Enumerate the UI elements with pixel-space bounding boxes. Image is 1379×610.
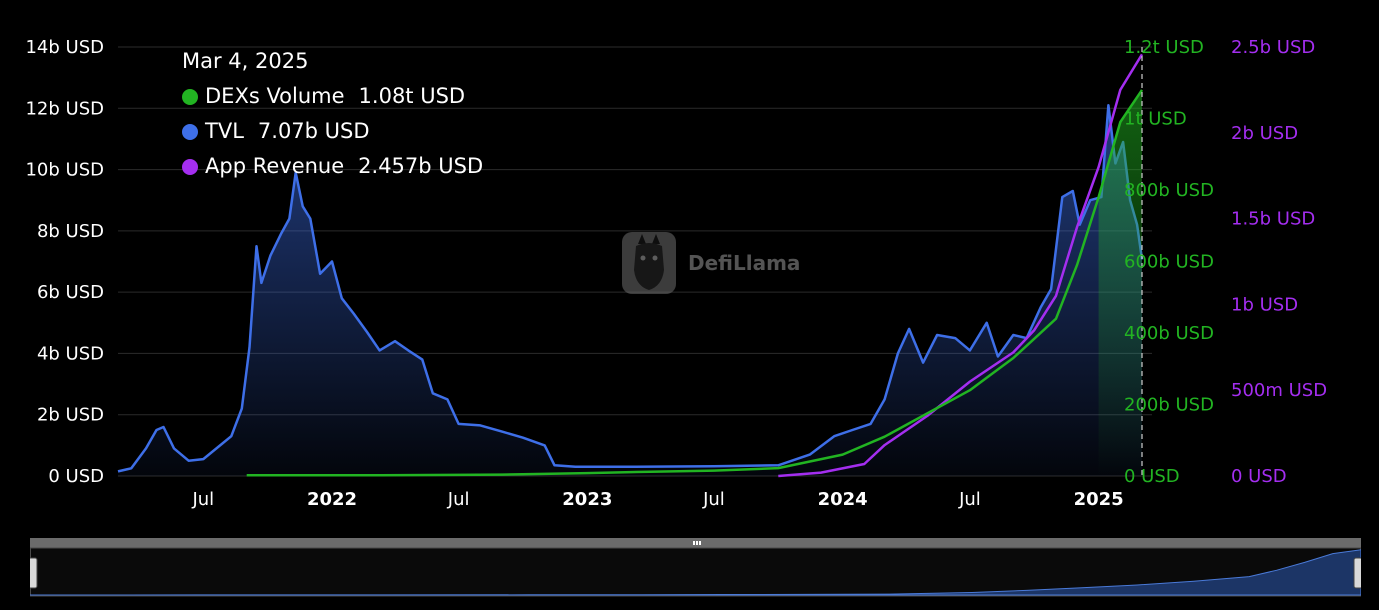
series-layer: [117, 53, 1144, 478]
tvl-tick-label: 0 USD: [48, 466, 104, 487]
revenue-tick-label: 0 USD: [1231, 466, 1287, 487]
revenue-tick-label: 500m USD: [1231, 380, 1327, 401]
revenue-tick-label: 2b USD: [1231, 123, 1298, 144]
tvl-tick-label: 8b USD: [37, 221, 104, 242]
x-tick-label: Jul: [447, 489, 470, 510]
tooltip: Mar 4, 2025 DEXs Volume 1.08t USD TVL 7.…: [182, 44, 483, 184]
tvl-line: [117, 103, 1144, 473]
llama-logo-icon: [622, 232, 676, 294]
x-tick-label: 2022: [307, 489, 357, 510]
tvl-tick-label: 14b USD: [25, 37, 104, 58]
tvl-tick-label: 10b USD: [25, 160, 104, 181]
tvl-tick-label: 6b USD: [37, 282, 104, 303]
brush-overview-area: [30, 549, 1361, 596]
dex-tick-label: 800b USD: [1124, 180, 1214, 201]
tooltip-date: Mar 4, 2025: [182, 49, 309, 73]
tooltip-row-tvl: TVL 7.07b USD: [182, 114, 483, 149]
x-tick-label: 2025: [1074, 489, 1124, 510]
revenue-tick-label: 1.5b USD: [1231, 209, 1315, 230]
tvl-tick-label: 4b USD: [37, 343, 104, 364]
revenue-legend-dot: [182, 158, 198, 175]
tvl-tick-label: 12b USD: [25, 98, 104, 119]
x-tick-label: 2024: [818, 489, 868, 510]
tvl-legend-dot: [182, 123, 198, 140]
tooltip-label-tvl: TVL: [205, 119, 244, 143]
watermark: DefiLlama: [620, 230, 800, 296]
x-tick-label: 2023: [562, 489, 612, 510]
axis-app-revenue: 0 USD 500m USD 1b USD 1.5b USD 2b USD 2.5b US…: [1231, 37, 1327, 487]
revenue-tick-label: 2.5b USD: [1231, 37, 1315, 58]
axis-dex-volume: 0 USD 200b USD 400b USD 600b USD 800b USD 1t …: [1124, 37, 1214, 487]
axis-tvl: 0 USD 2b USD 4b USD 6b USD 8b USD 10b USD 12b …: [25, 37, 104, 487]
dex-tick-label: 0 USD: [1124, 466, 1180, 487]
tooltip-row-revenue: App Revenue 2.457b USD: [182, 149, 483, 184]
dex-tick-label: 200b USD: [1124, 395, 1214, 416]
brush-handle-bar[interactable]: [30, 538, 1361, 548]
brush-left-handle[interactable]: [30, 557, 38, 589]
dex-tick-label: 600b USD: [1124, 252, 1214, 273]
brush-right-handle[interactable]: [1353, 557, 1361, 589]
dex-legend-dot: [182, 88, 198, 105]
tooltip-label-revenue: App Revenue: [205, 154, 345, 178]
range-brush[interactable]: [30, 538, 1361, 598]
tooltip-value-tvl: 7.07b USD: [257, 119, 370, 143]
tvl-tick-label: 2b USD: [37, 405, 104, 426]
tooltip-label-dex: DEXs Volume: [205, 84, 345, 108]
dexs-volume-line: [246, 89, 1144, 477]
dex-tick-label: 1t USD: [1124, 109, 1187, 130]
x-tick-label: Jul: [958, 489, 981, 510]
tvl-area: [118, 105, 1142, 476]
watermark-text: DefiLlama: [688, 251, 801, 275]
x-tick-label: Jul: [702, 489, 725, 510]
x-tick-label: Jul: [191, 489, 214, 510]
dex-tick-label: 1.2t USD: [1124, 37, 1204, 58]
tooltip-value-revenue: 2.457b USD: [358, 154, 484, 178]
dex-volume-area: [1098, 89, 1142, 477]
app-revenue-line: [778, 53, 1144, 478]
revenue-tick-label: 1b USD: [1231, 294, 1298, 315]
axis-x: Jul 2022 Jul 2023 Jul 2024 Jul 2025: [191, 489, 1123, 510]
tooltip-row-dex: DEXs Volume 1.08t USD: [182, 79, 483, 114]
dex-tick-label: 400b USD: [1124, 323, 1214, 344]
tooltip-value-dex: 1.08t USD: [358, 84, 466, 108]
